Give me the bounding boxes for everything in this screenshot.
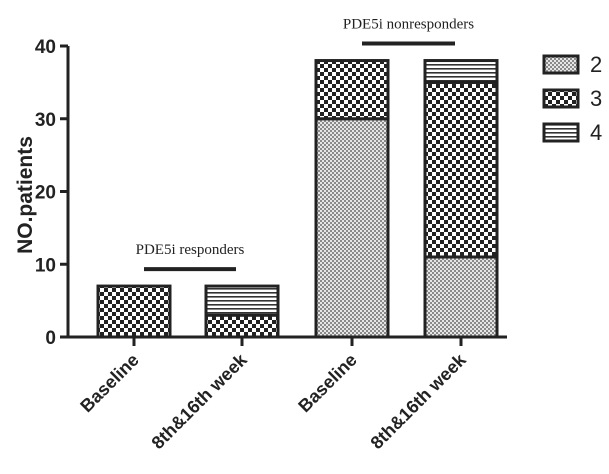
y-tick-label: 20 (35, 183, 56, 204)
legend-label-3: 3 (590, 86, 602, 111)
group-label: PDE5i responders (136, 242, 245, 258)
bar-segment-3 (314, 59, 390, 121)
bar-segment-2 (314, 117, 390, 339)
y-tick-label: 0 (45, 328, 56, 349)
y-tick-label: 10 (35, 255, 56, 276)
bar-segment-3 (96, 284, 172, 339)
y-axis-label: NO.patients (14, 136, 37, 254)
x-tick-label: 8th&16th week (148, 349, 252, 453)
legend-label-2: 2 (590, 52, 602, 77)
group-label: PDE5i nonresponders (343, 17, 474, 33)
bar-segment-3 (423, 80, 499, 259)
x-tick-label: 8th&16th week (367, 349, 471, 453)
x-tick-label: Baseline (294, 350, 361, 417)
bar-segment-2 (423, 255, 499, 339)
y-tick-label: 30 (35, 110, 56, 131)
legend-swatch-4 (542, 122, 580, 143)
group-annotations: PDE5i responders PDE5i nonresponders (136, 17, 474, 272)
bar-segment-3 (204, 313, 280, 339)
legend: 2 3 4 (542, 52, 602, 145)
bar-segment-4 (423, 59, 499, 84)
legend-swatch-2 (542, 54, 580, 75)
bars (96, 59, 499, 339)
legend-swatch-3 (542, 88, 580, 109)
y-tick-label: 40 (35, 37, 56, 58)
x-tick-label: Baseline (76, 350, 143, 417)
legend-label-4: 4 (590, 120, 602, 145)
bar-segment-4 (204, 284, 280, 317)
